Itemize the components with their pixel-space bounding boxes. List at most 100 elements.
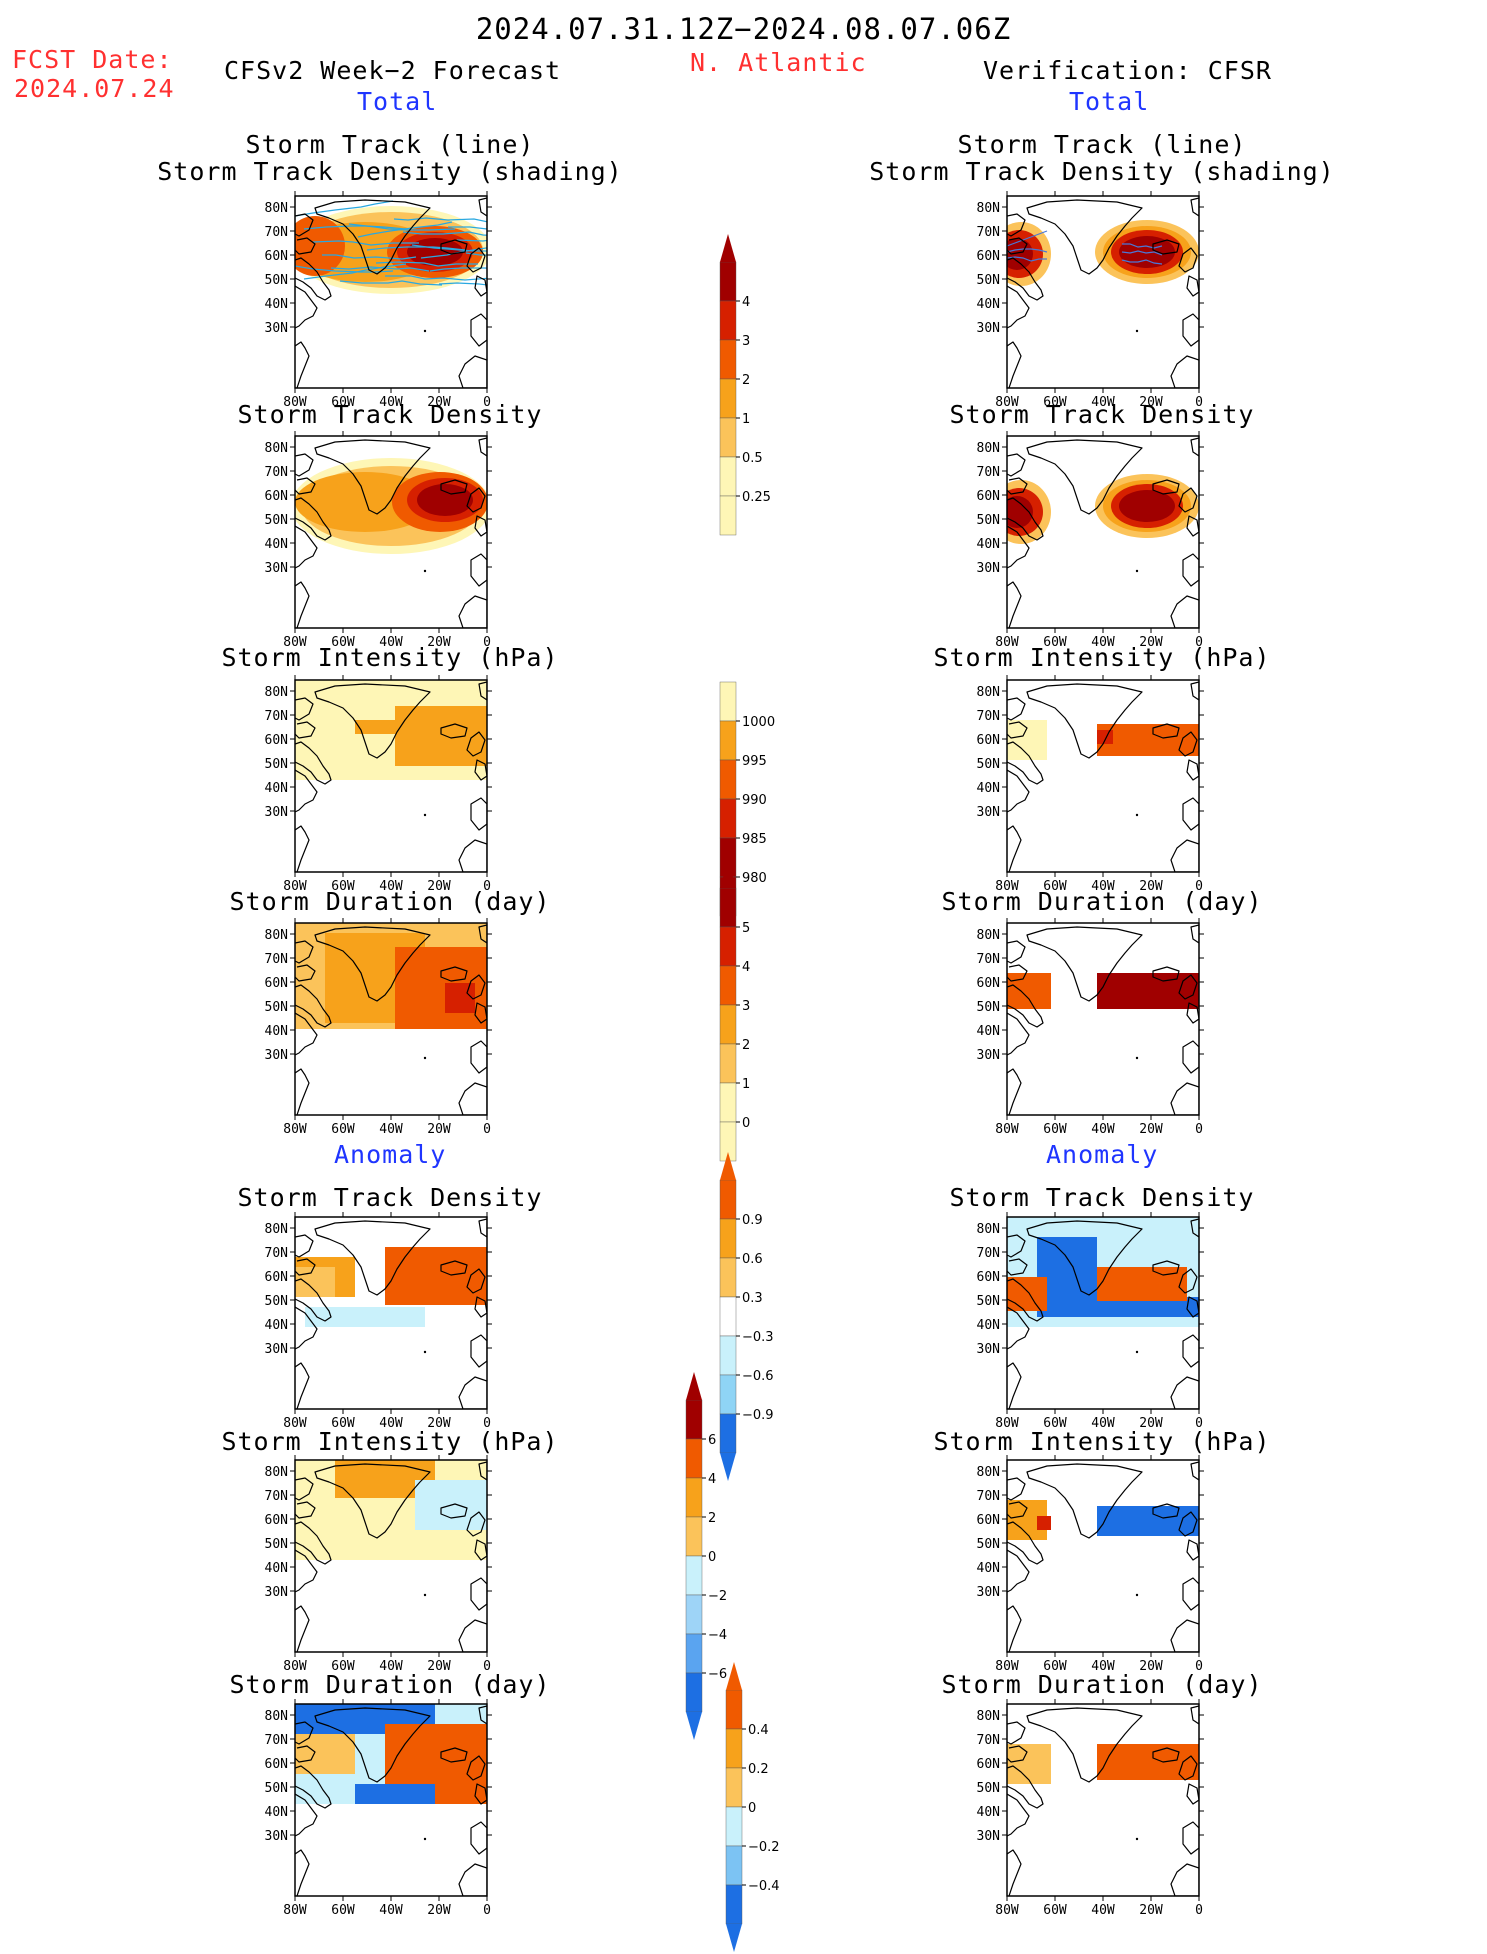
- lat-tick-label: 60N: [265, 249, 288, 264]
- lat-tick-label: 70N: [977, 952, 1000, 967]
- shading-region: [1119, 236, 1175, 268]
- storm-track-line: [1007, 230, 1048, 247]
- lat-tick-label: 60N: [265, 733, 288, 748]
- vf-track-map-svg: 80N 70N 60N 50N 40N 30N 80W 60W 40W 20W 0: [977, 191, 1204, 410]
- colorbar-segment: [725, 1806, 743, 1847]
- cb-duration-anom-svg: 0.4 0.2 0 −0.2 −0.4: [725, 1662, 780, 1952]
- shading-region: [1097, 973, 1199, 1009]
- lat-tick-label: 80N: [265, 201, 288, 216]
- lat-tick-label: 60N: [977, 733, 1000, 748]
- colorbar-segment: [725, 1845, 743, 1886]
- colorbar-label: 0: [708, 1550, 716, 1565]
- vf-track-title-1: Storm Track (line): [957, 130, 1247, 159]
- lon-tick-label: 40W: [379, 1659, 403, 1674]
- vf-density-map: 80N 70N 60N 50N 40N 30N 80W 60W 40W 20W 0: [967, 430, 1209, 652]
- storm-track-line: [1007, 248, 1048, 253]
- lon-tick-label: 20W: [1139, 395, 1163, 410]
- lon-tick-label: 80W: [283, 1659, 307, 1674]
- fc-density-title: Storm Track Density: [237, 400, 543, 429]
- colorbar-label: −0.4: [748, 1879, 780, 1894]
- colorbar-label: −0.9: [742, 1408, 774, 1423]
- lon-tick-label: 60W: [331, 1122, 355, 1137]
- lon-tick-label: 80W: [995, 1659, 1019, 1674]
- lat-tick-label: 40N: [265, 781, 288, 796]
- colorbar-label: −0.3: [742, 1330, 774, 1345]
- storm-track-line: [448, 226, 487, 230]
- lat-tick-label: 40N: [265, 1024, 288, 1039]
- colorbar-label: −0.2: [748, 1840, 780, 1855]
- colorbar-segment: [719, 720, 737, 761]
- cb-density-total-svg: 4 3 2 1 0.5 0.25: [719, 234, 771, 536]
- shading-region: [1097, 1267, 1187, 1301]
- cb-duration-anom: 0.4 0.2 0 −0.2 −0.4: [716, 1660, 796, 1954]
- colorbar-label: 0.2: [748, 1762, 769, 1777]
- vf-track-title-2: Storm Track Density (shading): [869, 157, 1335, 186]
- colorbar-segment: [719, 926, 737, 967]
- fc-intensity-map: 80N 70N 60N 50N 40N 30N 80W 60W 40W 20W 0: [255, 674, 497, 896]
- storm-track-line: [312, 240, 419, 246]
- lat-tick-label: 40N: [977, 1024, 1000, 1039]
- lat-tick-label: 80N: [977, 928, 1000, 943]
- lon-tick-label: 40W: [1091, 1903, 1115, 1918]
- colorbar-segment: [725, 1884, 743, 1925]
- cb-intensity-anom-svg: 6 4 2 0 −2 −4 −6: [685, 1372, 727, 1740]
- lat-tick-label: 80N: [265, 1709, 288, 1724]
- lat-tick-label: 40N: [265, 1805, 288, 1820]
- lon-tick-label: 0: [483, 1122, 491, 1137]
- lon-tick-label: 60W: [331, 879, 355, 894]
- lon-tick-label: 80W: [995, 1416, 1019, 1431]
- lat-tick-label: 50N: [265, 757, 288, 772]
- lat-tick-label: 50N: [977, 757, 1000, 772]
- colorbar-segment: [719, 495, 737, 536]
- storm-track-line: [295, 265, 394, 273]
- lat-tick-label: 70N: [265, 952, 288, 967]
- lat-tick-label: 50N: [265, 513, 288, 528]
- lon-tick-label: 40W: [379, 395, 403, 410]
- colorbar-segment: [719, 1043, 737, 1084]
- lat-tick-label: 30N: [265, 321, 288, 336]
- lon-tick-label: 80W: [995, 1903, 1019, 1918]
- storm-track-line: [456, 239, 487, 242]
- shading-region: [1037, 1516, 1051, 1530]
- lat-tick-label: 30N: [265, 1048, 288, 1063]
- lon-tick-label: 80W: [283, 1903, 307, 1918]
- fc-density-map: 80N 70N 60N 50N 40N 30N 80W 60W 40W 20W 0: [255, 430, 497, 652]
- vf-anom-intensity-map-svg: 80N 70N 60N 50N 40N 30N 80W 60W 40W 20W 0: [977, 1455, 1204, 1674]
- lon-tick-label: 60W: [1043, 1416, 1067, 1431]
- lon-tick-label: 40W: [379, 879, 403, 894]
- lon-tick-label: 60W: [1043, 1122, 1067, 1137]
- colorbar-label: 3: [742, 999, 750, 1014]
- colorbar-segment: [725, 1689, 743, 1730]
- colorbar-segment: [719, 1082, 737, 1123]
- lat-tick-label: 30N: [977, 1342, 1000, 1357]
- lon-tick-label: 40W: [379, 1122, 403, 1137]
- lat-tick-label: 40N: [977, 297, 1000, 312]
- lat-tick-label: 30N: [265, 561, 288, 576]
- storm-track-line: [303, 263, 407, 280]
- lon-tick-label: 20W: [427, 1659, 451, 1674]
- fc-anom-intensity-map: 80N 70N 60N 50N 40N 30N 80W 60W 40W 20W 0: [255, 1454, 497, 1676]
- colorbar-segment: [719, 378, 737, 419]
- storm-track-line: [1122, 243, 1163, 249]
- colorbar-segment: [719, 681, 737, 722]
- colorbar-segment: [685, 1672, 703, 1713]
- vf-intensity-map: 80N 70N 60N 50N 40N 30N 80W 60W 40W 20W 0: [967, 674, 1209, 896]
- lat-tick-label: 60N: [265, 1270, 288, 1285]
- colorbar-label: 0.5: [742, 451, 763, 466]
- cb-duration-total: 5 4 3 2 1 0: [710, 858, 790, 1191]
- colorbar-label: 5: [742, 921, 750, 936]
- lat-tick-label: 80N: [265, 441, 288, 456]
- vf-duration-map: 80N 70N 60N 50N 40N 30N 80W 60W 40W 20W 0: [967, 917, 1209, 1139]
- lat-tick-label: 40N: [265, 1318, 288, 1333]
- lon-tick-label: 40W: [1091, 1416, 1115, 1431]
- lat-tick-label: 80N: [265, 1465, 288, 1480]
- colorbar-label: 990: [742, 793, 767, 808]
- shading-region: [1007, 1277, 1047, 1311]
- lon-tick-label: 0: [483, 1903, 491, 1918]
- lon-tick-label: 80W: [283, 1122, 307, 1137]
- colorbar-segment: [719, 261, 737, 302]
- fc-anom-duration-title: Storm Duration (day): [229, 1670, 551, 1699]
- fc-duration-title: Storm Duration (day): [229, 887, 551, 916]
- lat-tick-label: 80N: [265, 928, 288, 943]
- shading-region: [355, 1784, 435, 1804]
